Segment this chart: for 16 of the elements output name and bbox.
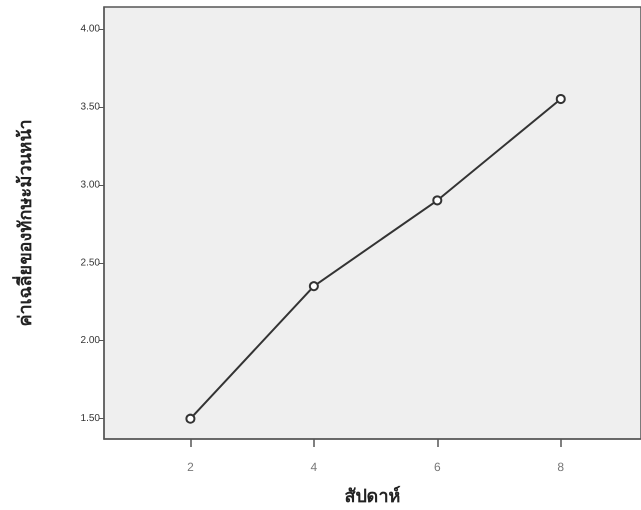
point: [308, 281, 319, 292]
y-axis-title: ค่าเฉลี่ยของทักษะม้วนหน้า: [12, 120, 35, 326]
y-tick-label: 4.00: [80, 23, 100, 34]
y-tick-label: 2.50: [80, 257, 100, 268]
x-tick-label: 4: [310, 460, 318, 474]
point: [432, 195, 442, 206]
y-tick-label: 3.50: [80, 101, 100, 112]
y-tick-label: 2.00: [80, 335, 100, 346]
y-tick-label: 1.50: [80, 413, 100, 424]
x-tick-label: 8: [557, 460, 564, 474]
point: [556, 94, 566, 104]
point: [185, 414, 196, 424]
x-tick-label: 6: [434, 460, 441, 474]
y-tick-label: 3.00: [80, 179, 100, 190]
x-tick-label: 2: [187, 460, 194, 474]
x-axis-title: สัปดาห์: [344, 485, 400, 506]
